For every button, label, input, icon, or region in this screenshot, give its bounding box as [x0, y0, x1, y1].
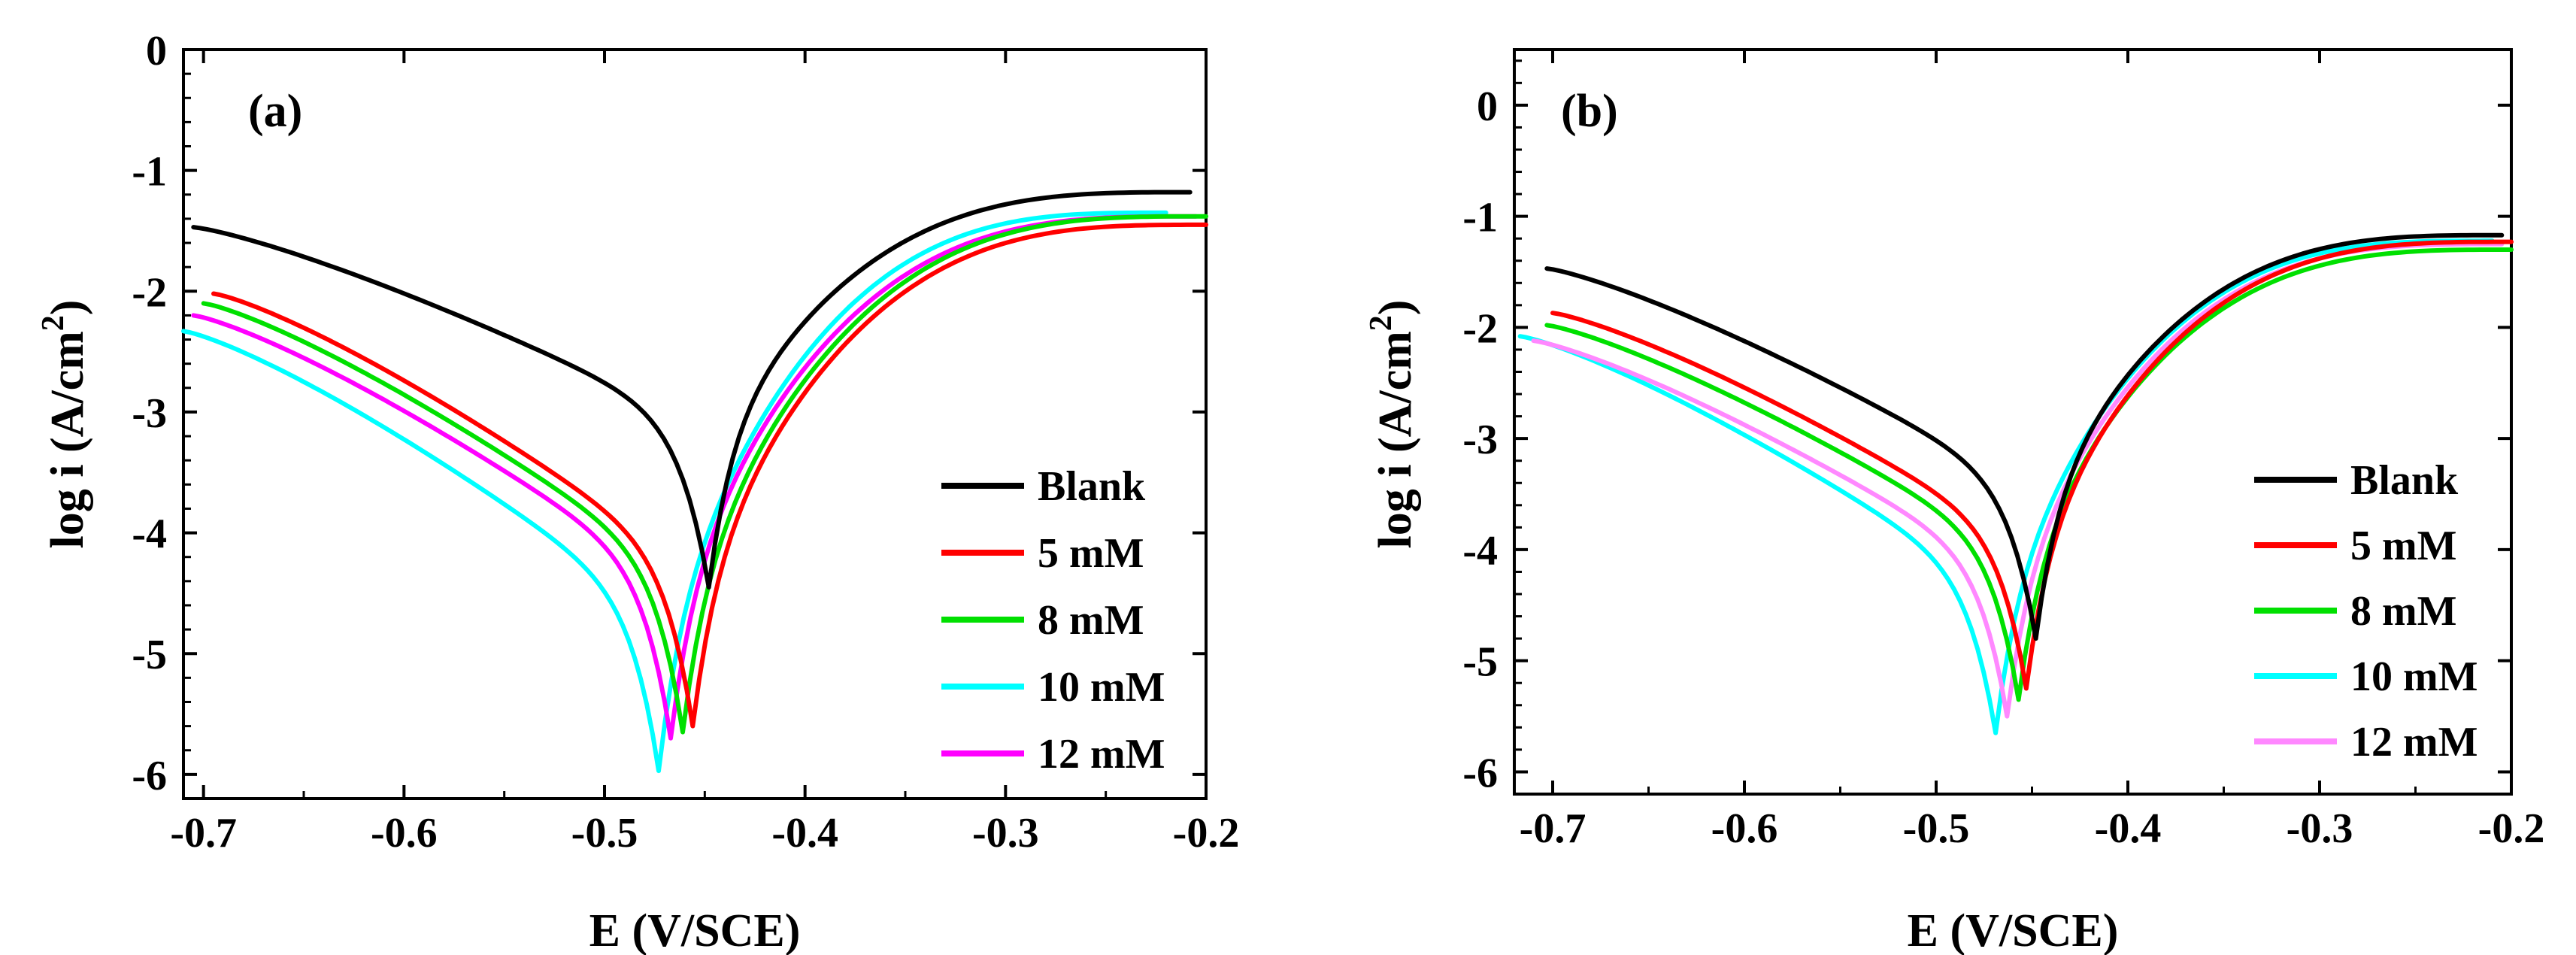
panel-b-xtick-label: -0.7	[1520, 805, 1587, 852]
panel-b-ytick-label: -2	[1462, 305, 1498, 352]
panel-a-ytick-label: -4	[132, 511, 167, 558]
panel-a-ytick-label: -5	[132, 632, 167, 678]
panel-b-series-10-mm	[1517, 238, 2495, 735]
panel-b-xtick-label: -0.6	[1711, 805, 1778, 852]
panel-a-ylabel-sup: 2	[36, 315, 71, 331]
panel-b-xtick-label: -0.2	[2478, 805, 2545, 852]
panel-b-ticks: -0.7 -0.6 -0.5 -0.4 -0.3 -0.2 0 -1 -2 -3 -4 -5 -6	[1462, 50, 2544, 852]
panel-b-legend: Blank 5 mM 8 mM 10 mM 12 mM	[2254, 457, 2478, 766]
panel-a-ylabel-main: log i (A/cm	[42, 331, 93, 548]
panel-b-legend-label: Blank	[2350, 457, 2459, 504]
panel-b-ytick-label: 0	[1477, 83, 1498, 130]
panel-a-series-8-mm	[201, 214, 1208, 735]
panel-a: -0.7 -0.6 -0.5 -0.4 -0.3 -0.2 0 -1 -2 -3 -4 -5 -6 (a…	[36, 28, 1239, 955]
panel-a-legend-label: 8 mM	[1038, 597, 1144, 644]
panel-b-ylabel-close: )	[1370, 300, 1421, 316]
panel-a-legend-label: 5 mM	[1038, 530, 1144, 577]
panel-b-ytick-label: -4	[1462, 528, 1498, 575]
panel-a-xtick-label: -0.4	[771, 810, 838, 856]
panel-b-ytick-label: -6	[1462, 750, 1498, 796]
panel-a-ylabel: log i (A/cm2)	[36, 300, 93, 549]
panel-a-legend-label: Blank	[1038, 463, 1146, 510]
panel-a-xtick-label: -0.6	[371, 810, 438, 856]
panel-a-ytick-label: -2	[132, 269, 167, 316]
panel-a-frame	[182, 48, 1208, 800]
panel-a-ytick-label: -1	[132, 149, 167, 196]
panel-a-xtick-label: -0.3	[972, 810, 1039, 856]
panel-b-xtick-label: -0.3	[2287, 805, 2353, 852]
panel-b-ylabel: log i (A/cm2)	[1364, 300, 1421, 549]
panel-b-series-5-mm	[1550, 239, 2514, 691]
panel-a-xlabel: E (V/SCE)	[589, 905, 801, 955]
panel-a-series-5-mm	[211, 222, 1208, 729]
panel-a-legend: Blank 5 mM 8 mM 10 mM 12 mM	[941, 463, 1165, 778]
panel-b-xtick-label: -0.4	[2095, 805, 2162, 852]
panel-b-series-8-mm	[1544, 247, 2514, 702]
panel-a-ytick-label: -3	[132, 390, 167, 437]
panel-a-xtick-label: -0.2	[1173, 810, 1240, 856]
panel-b-legend-label: 5 mM	[2350, 523, 2457, 569]
panel-a-ticks: -0.7 -0.6 -0.5 -0.4 -0.3 -0.2 0 -1 -2 -3 -4 -5 -6	[132, 28, 1239, 856]
panel-a-ylabel-close: )	[42, 300, 93, 316]
panel-b-ylabel-main: log i (A/cm	[1370, 331, 1421, 548]
panel-a-legend-label: 12 mM	[1038, 731, 1165, 778]
panel-b-ylabel-sup: 2	[1364, 315, 1399, 331]
panel-a-ytick-label: 0	[146, 28, 167, 74]
panel-a-series-10-mm	[181, 210, 1168, 774]
panel-b-ytick-label: -3	[1462, 417, 1498, 463]
panel-b-xtick-label: -0.5	[1903, 805, 1970, 852]
panel-a-xtick-label: -0.7	[170, 810, 237, 856]
panel-a-label: (a)	[248, 86, 302, 137]
panel-b-series-blank	[1544, 232, 2505, 641]
panel-b-frame	[1513, 48, 2513, 796]
panel-b: -0.7 -0.6 -0.5 -0.4 -0.3 -0.2 0 -1 -2 -3 -4 -5 -6 (b…	[1364, 48, 2544, 955]
panel-b-curves	[1517, 232, 2514, 735]
panel-b-ytick-label: -5	[1462, 639, 1498, 686]
panel-a-xtick-label: -0.5	[571, 810, 638, 856]
panel-b-legend-label: 8 mM	[2350, 588, 2457, 635]
panel-b-ytick-label: -1	[1462, 195, 1498, 241]
panel-a-curves	[181, 189, 1208, 774]
panel-b-xlabel: E (V/SCE)	[1908, 905, 2119, 955]
panel-a-ytick-label: -6	[132, 753, 167, 799]
panel-b-label: (b)	[1561, 86, 1618, 137]
panel-b-legend-label: 10 mM	[2350, 653, 2478, 700]
panel-b-legend-label: 12 mM	[2350, 719, 2478, 766]
panel-a-series-blank	[191, 189, 1193, 590]
panel-a-legend-label: 10 mM	[1038, 664, 1165, 711]
